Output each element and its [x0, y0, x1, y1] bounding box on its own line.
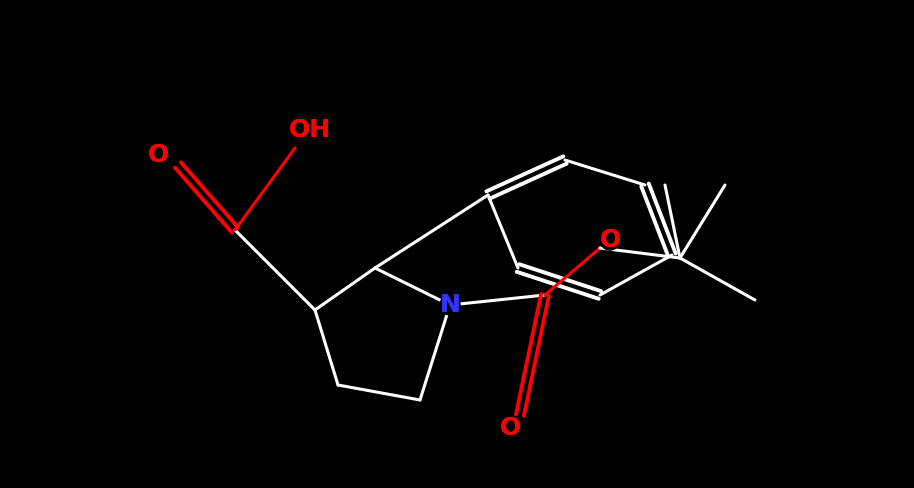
- Text: O: O: [499, 416, 521, 440]
- Circle shape: [600, 230, 620, 250]
- Text: O: O: [600, 228, 621, 252]
- Circle shape: [148, 145, 168, 165]
- Circle shape: [500, 418, 520, 438]
- Text: N: N: [440, 293, 461, 317]
- Text: O: O: [499, 416, 521, 440]
- Text: N: N: [440, 293, 461, 317]
- Text: OH: OH: [289, 118, 331, 142]
- Text: OH: OH: [289, 118, 331, 142]
- Text: O: O: [147, 143, 168, 167]
- Circle shape: [440, 295, 460, 315]
- Circle shape: [297, 117, 323, 143]
- Text: O: O: [600, 228, 621, 252]
- Text: O: O: [147, 143, 168, 167]
